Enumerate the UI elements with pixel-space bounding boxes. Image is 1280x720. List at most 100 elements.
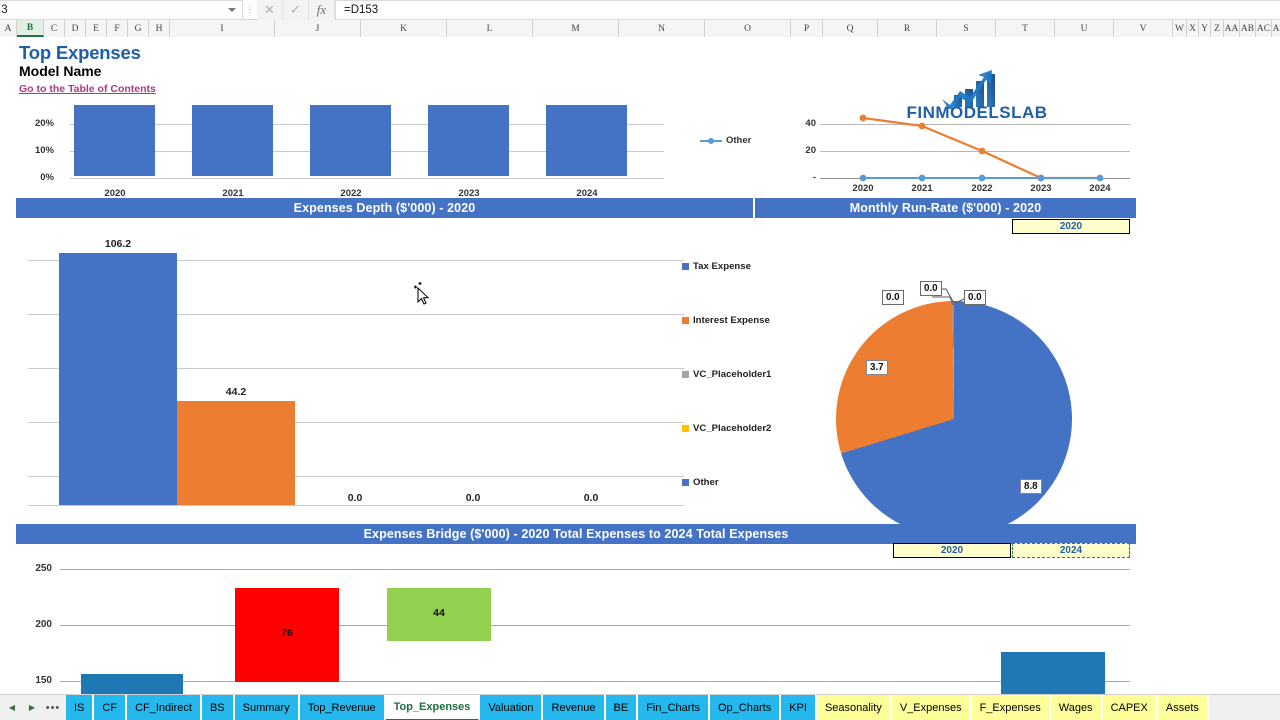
column-header-w[interactable]: W bbox=[1173, 20, 1187, 37]
check-icon[interactable]: ✓ bbox=[283, 0, 309, 20]
column-header-s[interactable]: S bbox=[937, 20, 996, 37]
sheet-tab-assets[interactable]: Assets bbox=[1157, 695, 1209, 720]
y-tick-label: 10% bbox=[34, 145, 54, 156]
y-tick-label: 40 bbox=[805, 118, 816, 129]
column-header-b[interactable]: B bbox=[17, 20, 44, 37]
column-header-r[interactable]: R bbox=[878, 20, 937, 37]
column-header-j[interactable]: J bbox=[275, 20, 361, 37]
formula-bar-drag-handle[interactable]: ⋮ bbox=[245, 4, 255, 14]
worksheet-canvas[interactable]: Top Expenses Model Name Go to the Table … bbox=[0, 37, 1280, 694]
sheet-tab-is[interactable]: IS bbox=[66, 695, 95, 720]
x-tick-label: 2021 bbox=[911, 183, 933, 194]
column-header-q[interactable]: Q bbox=[823, 20, 878, 37]
bar-increase bbox=[235, 588, 339, 682]
legend-item-interest-expense[interactable]: Interest Expense bbox=[682, 315, 770, 326]
column-header-d[interactable]: D bbox=[65, 20, 86, 37]
sheet-tab-summary[interactable]: Summary bbox=[234, 695, 300, 720]
column-header-ad[interactable]: AD bbox=[1272, 20, 1280, 37]
column-header-f[interactable]: F bbox=[107, 20, 128, 37]
legend-label: Tax Expense bbox=[693, 261, 751, 272]
column-header-y[interactable]: Y bbox=[1199, 20, 1211, 37]
chevron-down-icon[interactable] bbox=[228, 8, 236, 12]
sheet-tab-bar[interactable]: ◀ ▶ ••• IS CF CF_Indirect BS Summary Top_Reve… bbox=[0, 694, 1280, 720]
chart-top-trend-lines[interactable]: Other 40 20 - 2020 2021 bbox=[690, 105, 1136, 203]
x-tick-label: 2022 bbox=[971, 183, 993, 194]
column-header-u[interactable]: U bbox=[1055, 20, 1114, 37]
column-header-o[interactable]: O bbox=[705, 20, 791, 37]
sheet-tab-be[interactable]: BE bbox=[605, 695, 639, 720]
next-sheet-arrow-icon[interactable]: ▶ bbox=[28, 703, 36, 712]
sheet-tab-cf-indirect[interactable]: CF_Indirect bbox=[127, 695, 202, 720]
legend-item-other[interactable]: Other bbox=[682, 477, 719, 488]
column-header-n[interactable]: N bbox=[619, 20, 705, 37]
sheet-tab-kpi[interactable]: KPI bbox=[781, 695, 817, 720]
bar-2021 bbox=[192, 105, 273, 176]
legend-item-vc-placeholder1[interactable]: VC_Placeholder1 bbox=[682, 369, 771, 380]
data-label-tax-expense: 106.2 bbox=[104, 238, 132, 250]
data-label-vc-placeholder1: 0.0 bbox=[347, 492, 363, 504]
year-input-bridge-end[interactable]: 2024 bbox=[1012, 543, 1130, 558]
sheet-tab-revenue[interactable]: Revenue bbox=[543, 695, 606, 720]
formula-value: =D153 bbox=[344, 4, 379, 16]
section-divider bbox=[753, 198, 755, 218]
sheet-tab-seasonality[interactable]: Seasonality bbox=[816, 695, 892, 720]
chart-expenses-bridge[interactable]: 250 200 150 76 44 bbox=[16, 554, 1136, 694]
sheet-tab-v-expenses[interactable]: V_Expenses bbox=[891, 695, 972, 720]
formula-bar-row: .3 ⋮ ✕ ✓ fx =D153 bbox=[0, 0, 1280, 20]
column-header-i[interactable]: I bbox=[170, 20, 275, 37]
pie-data-label-other: 0.0 bbox=[964, 290, 986, 305]
column-header-k[interactable]: K bbox=[361, 20, 447, 37]
column-header-l[interactable]: L bbox=[447, 20, 533, 37]
formula-bar-buttons: ✕ ✓ fx bbox=[257, 0, 335, 20]
x-tick-label: 2023 bbox=[458, 188, 480, 199]
name-box[interactable]: .3 bbox=[0, 0, 243, 20]
year-input-bridge-start[interactable]: 2020 bbox=[893, 543, 1011, 558]
legend-item-vc-placeholder2[interactable]: VC_Placeholder2 bbox=[682, 423, 771, 434]
column-header-x[interactable]: X bbox=[1187, 20, 1199, 37]
legend-label: Interest Expense bbox=[693, 315, 770, 326]
gridline bbox=[28, 476, 684, 477]
legend-item-tax-expense[interactable]: Tax Expense bbox=[682, 261, 751, 272]
sheet-tab-capex[interactable]: CAPEX bbox=[1102, 695, 1158, 720]
sheet-tab-valuation[interactable]: Valuation bbox=[480, 695, 544, 720]
finmodelslab-logo: FINMODELSLAB bbox=[892, 65, 1062, 123]
column-header-a[interactable]: A bbox=[0, 20, 17, 37]
sheet-tab-op-charts[interactable]: Op_Charts bbox=[710, 695, 782, 720]
sheet-tab-wages[interactable]: Wages bbox=[1050, 695, 1103, 720]
column-header-e[interactable]: E bbox=[86, 20, 107, 37]
table-of-contents-link[interactable]: Go to the Table of Contents bbox=[19, 83, 156, 95]
column-header-c[interactable]: C bbox=[44, 20, 65, 37]
column-header-g[interactable]: G bbox=[128, 20, 149, 37]
year-input-run-rate[interactable]: 2020 bbox=[1012, 219, 1130, 234]
sheet-tab-f-expenses[interactable]: F_Expenses bbox=[971, 695, 1051, 720]
legend-label: Other bbox=[693, 477, 719, 488]
section-header-expenses-bridge: Expenses Bridge ($'000) - 2020 Total Exp… bbox=[16, 524, 1136, 544]
legend-swatch-icon bbox=[682, 371, 689, 378]
bar-2022 bbox=[310, 105, 391, 176]
fx-icon[interactable]: fx bbox=[309, 0, 335, 20]
sheet-tab-bs[interactable]: BS bbox=[201, 695, 235, 720]
close-icon[interactable]: ✕ bbox=[257, 0, 283, 20]
sheet-tab-cf[interactable]: CF bbox=[94, 695, 128, 720]
column-header-t[interactable]: T bbox=[996, 20, 1055, 37]
column-header-h[interactable]: H bbox=[149, 20, 170, 37]
chart-top-percent-bars[interactable]: 20% 10% 0% 2020 2021 2022 2023 2024 bbox=[16, 105, 678, 203]
x-tick-label: 2020 bbox=[104, 188, 126, 199]
sheet-tab-top-revenue[interactable]: Top_Revenue bbox=[299, 695, 386, 720]
column-header-m[interactable]: M bbox=[533, 20, 619, 37]
column-header-v[interactable]: V bbox=[1114, 20, 1173, 37]
sheet-tab-top-expenses[interactable]: Top_Expenses bbox=[385, 695, 481, 720]
gridline bbox=[60, 681, 1130, 682]
bar-tax-expense bbox=[59, 253, 177, 505]
chart-expenses-depth[interactable]: 106.2 44.2 0.0 0.0 0.0 bbox=[16, 232, 688, 517]
column-header-ab[interactable]: AB bbox=[1240, 20, 1256, 37]
column-header-aa[interactable]: AA bbox=[1224, 20, 1240, 37]
more-sheets-icon[interactable]: ••• bbox=[45, 701, 61, 714]
prev-sheet-arrow-icon[interactable]: ◀ bbox=[8, 703, 16, 712]
formula-input[interactable]: =D153 bbox=[335, 0, 1280, 20]
column-header-ac[interactable]: AC bbox=[1256, 20, 1272, 37]
column-header-z[interactable]: Z bbox=[1211, 20, 1224, 37]
sheet-tab-fin-charts[interactable]: Fin_Charts bbox=[638, 695, 710, 720]
chart-monthly-run-rate-pie[interactable]: 0.0 0.0 0.0 3.7 8.8 bbox=[824, 275, 1124, 555]
column-header-p[interactable]: P bbox=[791, 20, 823, 37]
